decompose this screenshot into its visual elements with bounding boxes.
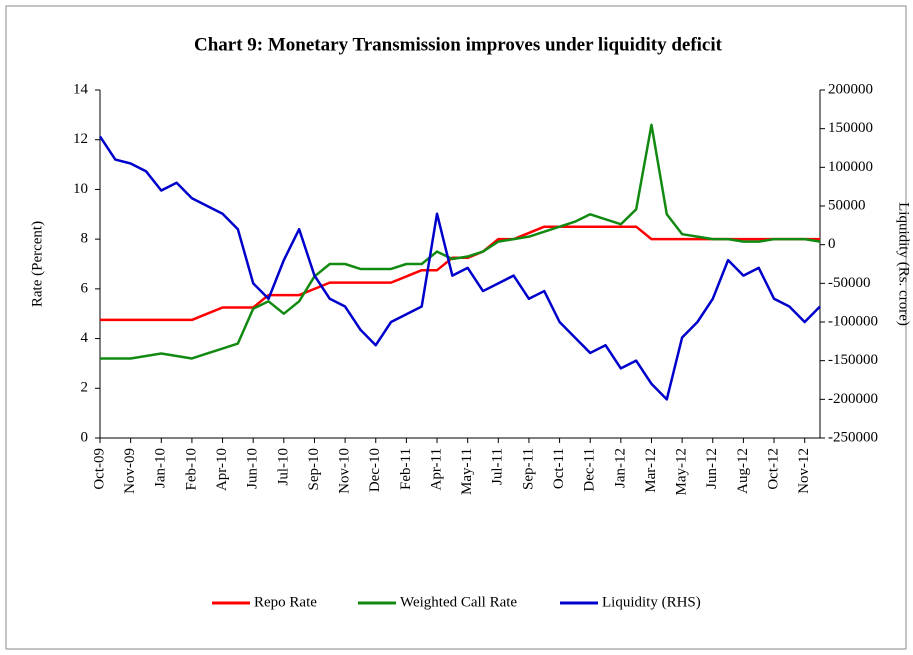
legend-label: Repo Rate: [254, 594, 317, 610]
x-tick-label: Jun-10: [245, 448, 261, 489]
x-tick-label: May-11: [459, 448, 475, 495]
y2-tick-label: 150000: [828, 120, 873, 136]
y2-tick-label: 50000: [828, 197, 866, 213]
y-tick-label: 4: [81, 330, 89, 346]
y2-tick-label: -200000: [828, 391, 878, 407]
x-tick-label: Dec-11: [582, 448, 598, 492]
x-tick-label: Aug-12: [735, 448, 751, 494]
x-tick-label: Sep-11: [520, 448, 536, 490]
y2-tick-label: 0: [828, 236, 836, 252]
x-tick-label: Jul-10: [275, 448, 291, 486]
y-tick-label: 14: [73, 81, 89, 97]
x-tick-label: Oct-12: [765, 448, 781, 490]
x-tick-label: Nov-12: [796, 448, 812, 494]
y-tick-label: 12: [73, 131, 88, 147]
series-line: [100, 123, 821, 360]
legend-label: Weighted Call Rate: [400, 594, 517, 610]
x-tick-label: Apr-11: [428, 448, 444, 490]
y2-tick-label: -250000: [828, 429, 878, 445]
x-tick-label: Sep-10: [306, 448, 322, 491]
x-tick-label: Apr-10: [214, 448, 230, 491]
series-line: [98, 135, 821, 401]
y2-tick-label: -150000: [828, 352, 878, 368]
x-tick-label: Feb-10: [183, 448, 199, 491]
y2-tick-label: 200000: [828, 81, 873, 97]
x-tick-label: Jun-12: [704, 448, 720, 489]
x-tick-label: May-12: [674, 448, 690, 496]
x-tick-label: Jan-10: [153, 448, 169, 488]
y2-axis-label: Liquidity (Rs. crore): [896, 202, 912, 326]
y-tick-label: 6: [81, 280, 89, 296]
x-tick-label: Jul-11: [490, 448, 506, 485]
x-tick-label: Nov-10: [337, 448, 353, 494]
x-tick-label: Oct-09: [91, 448, 107, 490]
chart-title: Chart 9: Monetary Transmission improves …: [194, 34, 723, 55]
y-tick-label: 0: [81, 429, 89, 445]
frame: [5, 5, 907, 650]
y2-tick-label: -100000: [828, 313, 878, 329]
y2-tick-label: 100000: [828, 159, 873, 175]
legend-label: Liquidity (RHS): [602, 594, 701, 610]
y-tick-label: 2: [81, 380, 89, 396]
x-tick-label: Dec-10: [367, 448, 383, 492]
y-axis-label: Rate (Percent): [29, 221, 45, 307]
x-tick-label: Mar-12: [643, 448, 659, 493]
y-tick-label: 10: [73, 181, 88, 197]
x-tick-label: Oct-11: [551, 448, 567, 489]
y-tick-label: 8: [81, 231, 89, 247]
y2-tick-label: -50000: [828, 275, 871, 291]
x-tick-label: Jan-12: [612, 448, 628, 488]
x-tick-label: Feb-11: [398, 448, 414, 490]
x-tick-label: Nov-09: [122, 448, 138, 494]
